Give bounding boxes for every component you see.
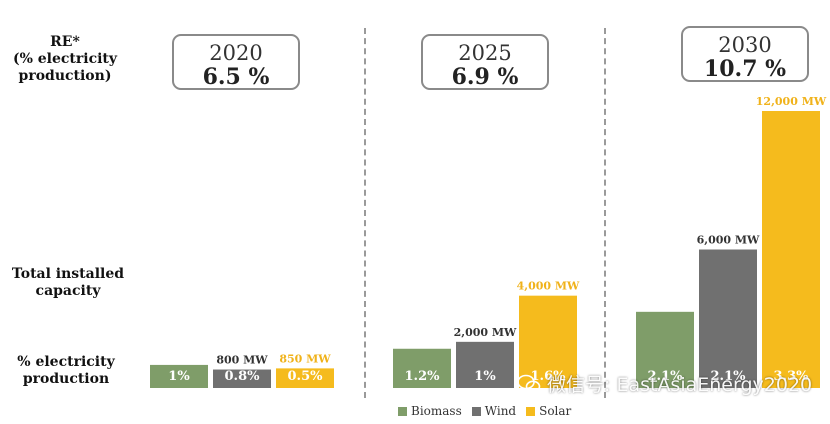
legend-item-biomass: Biomass (398, 404, 462, 418)
year-box-2025: 2025 6.9 % (421, 34, 549, 90)
capacity-label-solar-2030: 12,000 MW (756, 95, 827, 108)
re-share-2025: 6.9 % (451, 64, 519, 90)
capacity-label-wind-2030: 6,000 MW (697, 234, 760, 247)
re-row-label: RE* (% electricity production) (2, 34, 128, 85)
bar-solar-2020 (276, 368, 334, 388)
pct-label-biomass-2025: 1.2% (405, 369, 441, 384)
pct-row-label: % electricity production (2, 354, 130, 388)
pct-label-solar-2025: 1.6% (531, 369, 567, 384)
pct-label-line-2: production (22, 371, 110, 387)
year-box-2030: 2030 10.7 % (681, 26, 809, 82)
pct-label-solar-2020: 0.5% (288, 369, 324, 384)
re-label-line-2: (% electricity (12, 51, 118, 67)
legend-swatch-biomass (398, 406, 407, 416)
watermark-text: 微信号: EastAsiaEnergy2020 (547, 374, 813, 396)
bar-biomass-2020 (150, 364, 208, 388)
year-box-2020: 2020 6.5 % (172, 34, 300, 90)
year-2025: 2025 (458, 41, 512, 65)
bar-biomass-2025 (393, 348, 451, 388)
capacity-label-line-1: Total installed (11, 266, 125, 282)
divider-right (604, 28, 606, 398)
bar-wind-2030 (699, 249, 757, 388)
capacity-label-solar-2020: 850 MW (279, 352, 331, 365)
pct-label-line-1: % electricity (17, 354, 115, 370)
pct-label-wind-2025: 1% (474, 369, 496, 384)
capacity-label-wind-2025: 2,000 MW (454, 326, 517, 339)
legend-swatch-solar (526, 406, 536, 416)
re-share-2020: 6.5 % (202, 64, 270, 90)
capacity-row-label: Total installed capacity (2, 266, 134, 300)
bar-biomass-2030 (636, 311, 694, 388)
re-label-line-3: production) (18, 68, 112, 84)
bar-solar-2030 (762, 111, 820, 388)
pct-label-wind-2030: 2.1% (711, 369, 747, 384)
year-2020: 2020 (209, 41, 263, 65)
pct-label-solar-2030: 3.3% (774, 369, 810, 384)
watermark: 微信号: EastAsiaEnergy2020 (517, 370, 812, 397)
capacity-label-line-2: capacity (35, 283, 101, 299)
divider-left (364, 28, 366, 398)
re-share-2030: 10.7 % (703, 56, 787, 82)
legend-label-biomass: Biomass (411, 404, 462, 418)
capacity-label-wind-2020: 800 MW (216, 354, 268, 367)
pct-label-biomass-2020: 1% (168, 369, 190, 384)
bar-wind-2020 (213, 369, 271, 388)
legend-swatch-wind (471, 406, 481, 416)
legend-item-wind: Wind (471, 404, 517, 418)
legend: Biomass Wind Solar (398, 404, 571, 418)
legend-item-solar: Solar (526, 404, 571, 418)
wechat-icon (517, 374, 541, 392)
capacity-label-solar-2025: 4,000 MW (517, 280, 580, 293)
legend-label-solar: Solar (539, 404, 572, 418)
bar-wind-2025 (456, 341, 514, 388)
pct-label-biomass-2030: 2.1% (648, 369, 684, 384)
year-2030: 2030 (718, 33, 772, 57)
bar-solar-2025 (519, 295, 577, 388)
legend-label-wind: Wind (484, 404, 517, 418)
pct-label-wind-2020: 0.8% (225, 369, 261, 384)
re-label-line-1: RE* (50, 34, 80, 50)
